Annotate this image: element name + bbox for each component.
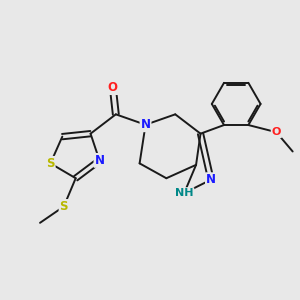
Text: O: O — [272, 127, 281, 137]
Text: N: N — [94, 154, 104, 167]
Text: N: N — [140, 118, 151, 131]
Text: NH: NH — [175, 188, 194, 198]
Text: S: S — [46, 157, 55, 170]
Text: N: N — [206, 173, 216, 186]
Text: S: S — [60, 200, 68, 213]
Text: O: O — [108, 81, 118, 94]
